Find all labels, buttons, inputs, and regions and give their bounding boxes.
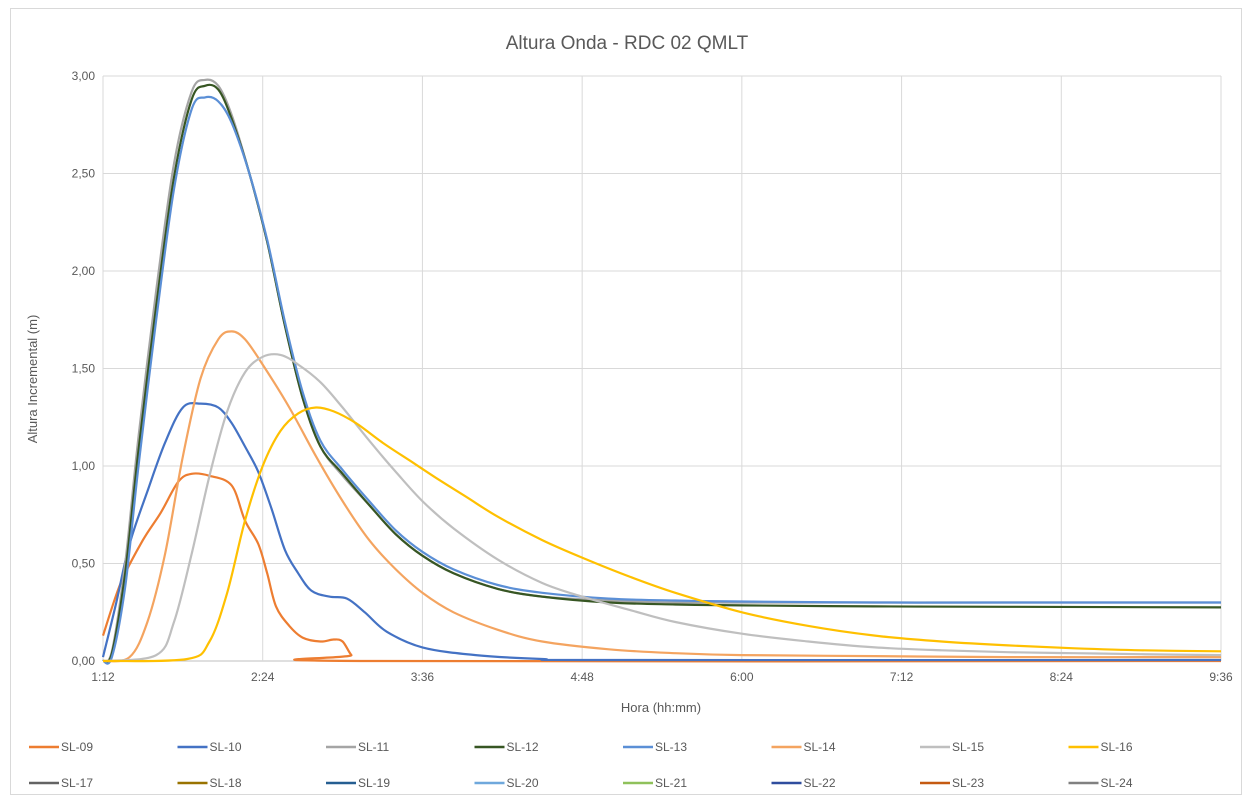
series-lines: [101, 78, 1222, 665]
series-line-sl-15: [102, 353, 1222, 663]
legend-item: SL-16: [1068, 740, 1133, 754]
legend-item: SL-17: [29, 776, 93, 790]
legend-item: SL-14: [771, 740, 836, 754]
legend-item: SL-15: [920, 740, 984, 754]
legend-label: SL-13: [655, 740, 687, 754]
chart-title: Altura Onda - RDC 02 QMLT: [506, 33, 749, 54]
x-tick-label: 8:24: [1050, 670, 1074, 684]
series-line-sl-13: [102, 95, 1221, 665]
x-axis-label: Hora (hh:mm): [621, 700, 701, 715]
x-tick-label: 3:36: [411, 670, 435, 684]
series-line-sl-12: [102, 83, 1222, 664]
legend-item: SL-23: [920, 776, 984, 790]
x-tick-label: 2:24: [251, 670, 275, 684]
y-tick-label: 3,00: [72, 69, 96, 83]
x-tick-label: 7:12: [890, 670, 914, 684]
y-tick-labels: 0,00 0,50 1,00 1,50 2,00 2,50 3,00: [72, 69, 96, 668]
legend: SL-09 SL-10 SL-11 SL-12 SL-13 SL-14 SL-15 SL-16…: [29, 740, 1133, 790]
chart-frame: Altura Onda - RDC 02 QMLT 0,00 0,50 1,00 1,…: [10, 8, 1242, 795]
x-tick-label: 9:36: [1209, 670, 1233, 684]
series-line-sl-10: [101, 402, 1222, 662]
series-line-sl-14: [102, 330, 1222, 663]
series-line-sl-09: [101, 472, 1222, 663]
legend-item: SL-22: [771, 776, 836, 790]
legend-item: SL-19: [326, 776, 390, 790]
x-tick-labels: 1:12 2:24 3:36 4:48 6:00 7:12 8:24 9:36: [91, 670, 1233, 684]
y-tick-label: 2,00: [72, 264, 96, 278]
y-tick-label: 2,50: [72, 167, 96, 181]
gridlines: [102, 75, 1222, 662]
legend-label: SL-22: [804, 776, 836, 790]
legend-item: SL-13: [623, 740, 687, 754]
legend-label: SL-21: [655, 776, 687, 790]
legend-item: SL-10: [177, 740, 242, 754]
legend-label: SL-17: [61, 776, 93, 790]
y-tick-label: 0,50: [72, 557, 96, 571]
legend-item: SL-20: [474, 776, 539, 790]
legend-item: SL-11: [326, 740, 389, 754]
legend-item: SL-12: [474, 740, 539, 754]
legend-item: SL-18: [177, 776, 242, 790]
legend-item: SL-24: [1068, 776, 1133, 790]
legend-label: SL-11: [358, 740, 389, 754]
legend-label: SL-09: [61, 740, 93, 754]
x-tick-label: 6:00: [730, 670, 754, 684]
series-line-sl-11: [102, 78, 1221, 663]
legend-label: SL-24: [1101, 776, 1133, 790]
y-tick-label: 1,00: [72, 459, 96, 473]
line-chart: Altura Onda - RDC 02 QMLT 0,00 0,50 1,00 1,…: [25, 33, 1233, 790]
legend-label: SL-16: [1101, 740, 1133, 754]
x-tick-label: 1:12: [91, 670, 115, 684]
y-tick-label: 0,00: [72, 654, 96, 668]
legend-label: SL-10: [210, 740, 242, 754]
legend-item: SL-09: [29, 740, 93, 754]
legend-label: SL-18: [210, 776, 242, 790]
x-tick-label: 4:48: [570, 670, 594, 684]
y-axis-label: Altura Incremental (m): [25, 315, 40, 444]
legend-label: SL-19: [358, 776, 390, 790]
series-line-sl-16: [102, 406, 1222, 663]
legend-label: SL-23: [952, 776, 984, 790]
legend-item: SL-21: [623, 776, 687, 790]
legend-label: SL-14: [804, 740, 836, 754]
y-tick-label: 1,50: [72, 362, 96, 376]
legend-label: SL-20: [507, 776, 539, 790]
legend-label: SL-15: [952, 740, 984, 754]
legend-label: SL-12: [507, 740, 539, 754]
